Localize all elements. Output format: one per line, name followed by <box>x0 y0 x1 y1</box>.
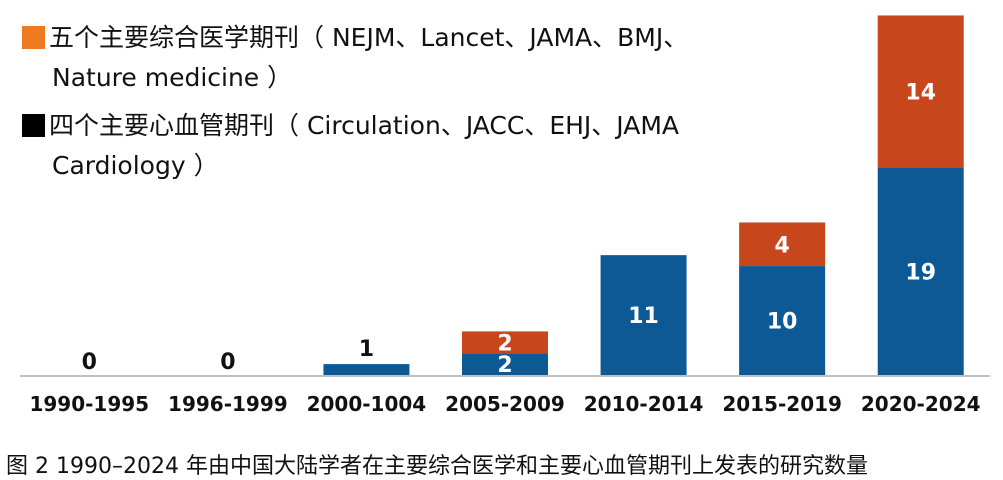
bar-cardio-2015-2019 <box>739 266 826 375</box>
bar-cardio-2010-2014 <box>600 255 687 375</box>
x-tick-label-2015-2019: 2015-2019 <box>722 392 842 416</box>
legend-label-cardio-line2: Cardiology ） <box>52 151 219 180</box>
data-label-zero-1996-1999: 0 <box>220 350 235 375</box>
legend-item-general-journals: 五个主要综合医学期刊（ NEJM、Lancet、JAMA、BMJ、 Nature… <box>22 18 822 98</box>
legend-item-cardio-journals: 四个主要心血管期刊（ Circulation、JACC、EHJ、JAMA Car… <box>22 106 822 186</box>
bar-cardio-2005-2009 <box>462 353 548 375</box>
x-tick-label-2005-2009: 2005-2009 <box>445 392 565 416</box>
data-label-cardio-2000-1004: 1 <box>359 337 374 362</box>
legend-swatch-cardio <box>22 114 45 137</box>
x-tick-label-1996-1999: 1996-1999 <box>168 392 288 416</box>
bar-cardio-2000-1004 <box>323 364 410 375</box>
bar-general-2020-2024 <box>877 15 964 168</box>
data-label-zero-1990-1995: 0 <box>82 350 97 375</box>
data-label-general-2020-2024: 14 <box>905 81 936 106</box>
legend-label-general-line1: 五个主要综合医学期刊（ NEJM、Lancet、JAMA、BMJ、 <box>49 23 689 52</box>
x-tick-label-2020-2024: 2020-2024 <box>861 392 981 416</box>
stacked-bar-chart: 0 1990-1995 0 1996-1999 1 2000-1004 22 2005-200… <box>20 15 990 416</box>
data-label-general-2005-2009: 2 <box>497 331 512 356</box>
figure-caption: 图 2 1990–2024 年由中国大陆学者在主要综合医学和主要心血管期刊上发表… <box>6 454 868 479</box>
bar-cardio-2020-2024 <box>877 167 964 375</box>
legend-label-cardio-line1: 四个主要心血管期刊（ Circulation、JACC、EHJ、JAMA <box>49 111 680 140</box>
x-tick-label-1990-1995: 1990-1995 <box>29 392 149 416</box>
data-label-cardio-2010-2014: 11 <box>628 304 659 329</box>
data-label-general-2015-2019: 4 <box>774 233 789 258</box>
bar-general-2015-2019 <box>739 222 826 267</box>
bar-general-2005-2009 <box>462 331 548 354</box>
legend-swatch-general <box>22 26 45 49</box>
data-label-cardio-2020-2024: 19 <box>905 260 936 285</box>
x-tick-label-2000-1004: 2000-1004 <box>307 392 427 416</box>
legend-label-general-line2: Nature medicine ） <box>52 63 293 92</box>
data-label-cardio-2005-2009: 2 <box>497 353 512 378</box>
x-tick-label-2010-2014: 2010-2014 <box>584 392 704 416</box>
data-label-cardio-2015-2019: 10 <box>767 310 798 335</box>
